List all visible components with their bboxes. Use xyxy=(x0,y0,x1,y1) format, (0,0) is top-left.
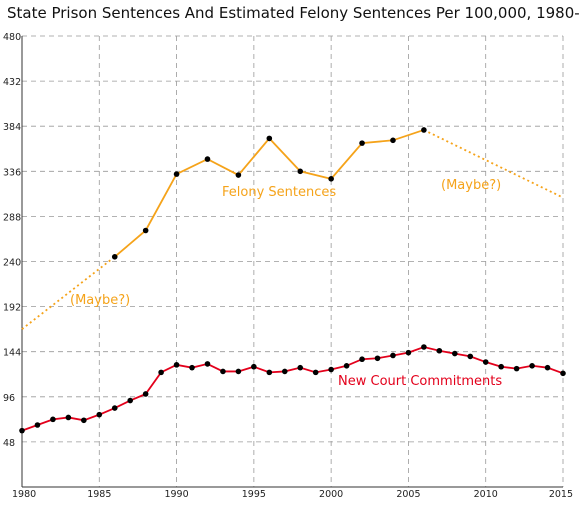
new-court-commitments-point xyxy=(19,427,25,434)
new-court-commitments-point xyxy=(560,370,566,377)
y-tick-label: 192 xyxy=(3,303,21,314)
felony-sentences-point xyxy=(421,127,427,133)
new-court-commitments-point xyxy=(482,359,489,365)
y-tick-label: 384 xyxy=(3,122,21,133)
felony-sentences-point xyxy=(173,171,180,177)
new-court-commitments-point xyxy=(452,350,458,357)
maybe-label-left: (Maybe?) xyxy=(70,293,130,308)
new-court-commitments-label: New Court Commitments xyxy=(338,374,502,389)
x-tick-label: 1990 xyxy=(164,489,188,500)
x-tick-label: 1980 xyxy=(12,489,36,500)
y-tick-label: 432 xyxy=(3,77,21,88)
y-tick-label: 480 xyxy=(3,32,21,43)
y-tick-label: 48 xyxy=(3,438,15,449)
felony-sentences-point xyxy=(235,172,242,178)
new-court-commitments-point xyxy=(111,405,118,411)
new-court-commitments-point xyxy=(312,369,319,376)
new-court-commitments-point xyxy=(513,365,520,372)
felony-sentences-point xyxy=(390,137,396,144)
felony-sentences-point xyxy=(142,227,149,234)
new-court-commitments-point xyxy=(34,422,41,428)
new-court-commitments-point xyxy=(173,362,180,368)
new-court-commitments-point xyxy=(220,368,226,375)
felony-sentences-point xyxy=(204,156,211,162)
felony-sentences-point xyxy=(297,168,304,175)
x-tick-label: 2015 xyxy=(549,489,573,500)
x-tick-label: 2010 xyxy=(474,489,498,500)
new-court-commitments-point xyxy=(189,364,195,371)
new-court-commitments-point xyxy=(359,356,365,363)
y-tick-label: 144 xyxy=(3,348,21,359)
new-court-commitments-point xyxy=(544,364,551,371)
new-court-commitments-point xyxy=(297,364,304,371)
x-tick-label: 1995 xyxy=(242,489,266,500)
new-court-commitments-point xyxy=(374,355,381,362)
new-court-commitments-point xyxy=(390,352,396,359)
new-court-commitments-point xyxy=(81,417,87,424)
y-tick-label: 96 xyxy=(3,393,15,404)
x-tick-label: 2005 xyxy=(396,489,420,500)
new-court-commitments-point xyxy=(436,347,443,354)
new-court-commitments-point xyxy=(405,349,412,356)
new-court-commitments-point xyxy=(65,414,72,421)
new-court-commitments-point xyxy=(343,362,350,369)
new-court-commitments-point xyxy=(498,363,504,370)
new-court-commitments-point xyxy=(266,369,273,376)
y-tick-label: 240 xyxy=(3,258,21,269)
new-court-commitments-point xyxy=(529,362,535,369)
new-court-commitments-point xyxy=(421,344,427,350)
new-court-commitments-point xyxy=(204,361,211,367)
chart-title: State Prison Sentences And Estimated Fel… xyxy=(7,4,579,22)
new-court-commitments-point xyxy=(127,397,133,404)
x-tick-label: 2000 xyxy=(319,489,343,500)
felony-estimate-dotted-line xyxy=(423,129,564,199)
new-court-commitments-point xyxy=(251,363,257,370)
new-court-commitments-point xyxy=(158,369,164,376)
y-tick-label: 336 xyxy=(3,167,21,178)
felony-sentences-point xyxy=(266,135,273,142)
felony-sentences-label: Felony Sentences xyxy=(222,185,336,200)
y-tick-label: 288 xyxy=(3,212,21,223)
new-court-commitments-point xyxy=(235,368,242,375)
new-court-commitments-point xyxy=(96,411,103,418)
felony-sentences-point xyxy=(111,254,118,260)
new-court-commitments-point xyxy=(328,366,334,373)
new-court-commitments-point xyxy=(281,368,288,375)
new-court-commitments-point xyxy=(467,353,474,360)
maybe-label-right: (Maybe?) xyxy=(441,178,501,193)
new-court-commitments-point xyxy=(50,416,56,423)
felony-sentences-point xyxy=(359,140,365,146)
felony-sentences-point xyxy=(328,176,334,182)
x-tick-label: 1985 xyxy=(87,489,111,500)
new-court-commitments-point xyxy=(142,391,149,397)
